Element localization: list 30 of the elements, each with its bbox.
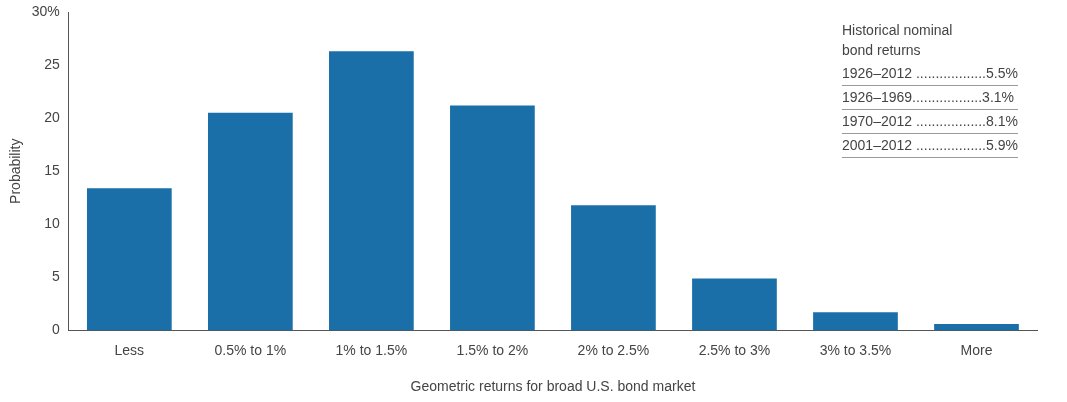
annotation: 1926–1969..................3.1% [842,86,1018,110]
x-tick-label: 2% to 2.5% [577,341,650,358]
y-tick-label: 10 [44,215,61,232]
x-tick-label: 3% to 3.5% [819,341,892,358]
x-tick-label: 0.5% to 1% [214,341,287,358]
x-tick-label: Less [114,341,145,358]
annotation: Historical nominal bond returns [842,21,954,60]
x-axis-title: Geometric returns for broad U.S. bond market [410,378,696,395]
bar [813,312,898,331]
y-tick-label: 5 [52,268,61,285]
bar [208,112,293,331]
annotation: 2001–2012 ..................5.9% [842,134,1018,158]
annotation: 1970–2012 ..................8.1% [842,110,1018,134]
y-tick-label: 20 [44,108,61,125]
y-axis-title: Probability [7,138,24,204]
x-tick-label: More [960,341,993,358]
bar [571,205,656,331]
bar [450,105,535,331]
bar [86,188,172,331]
x-tick-label: 1.5% to 2% [456,341,529,358]
bar [692,278,777,331]
bar [934,324,1019,331]
x-tick-label: 1% to 1.5% [335,341,408,358]
annotation: 1926–2012 ..................5.5% [842,62,1018,86]
bar [329,51,414,331]
x-tick-label: 2.5% to 3% [698,341,771,358]
y-tick-label: 0 [52,321,61,338]
y-tick-label: 15 [44,162,61,179]
y-tick-label: 30% [31,2,60,19]
y-tick-label: 25 [44,55,61,72]
